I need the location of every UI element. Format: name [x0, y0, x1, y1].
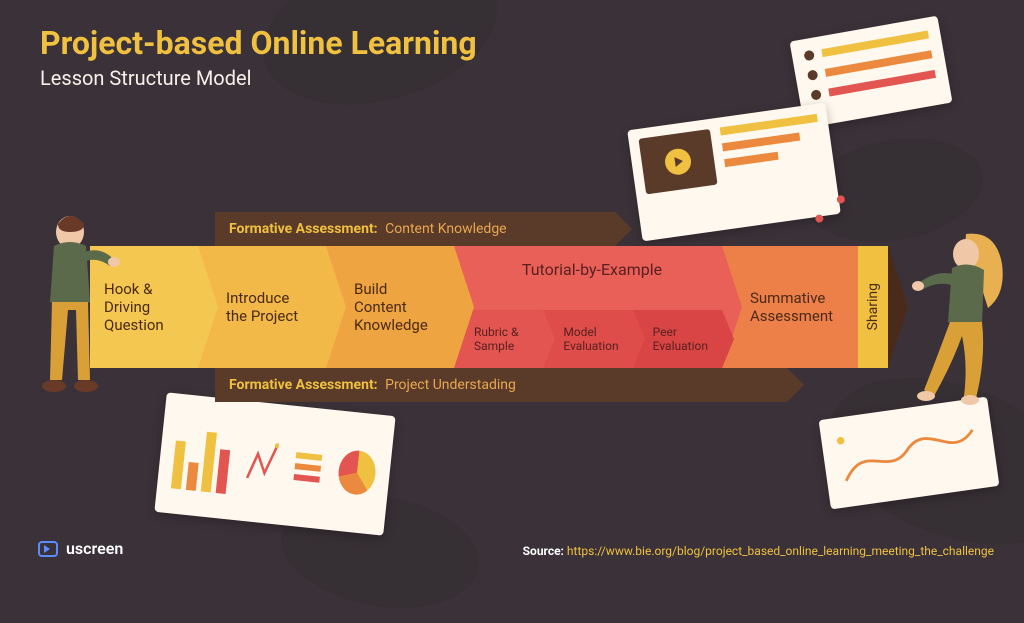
- list-dot: [803, 50, 815, 62]
- logo-text: uscreen: [66, 539, 123, 558]
- logo-icon: [38, 541, 58, 557]
- video-thumb: [638, 129, 717, 194]
- bg-blob: [246, 0, 514, 129]
- page-title: Project-based Online Learning: [40, 24, 477, 62]
- substep-model: Model Evaluation: [543, 310, 632, 368]
- step-label: Summative Assessment: [750, 289, 838, 325]
- uscreen-logo: uscreen: [38, 539, 123, 558]
- list-dot: [807, 69, 819, 81]
- card-video: [627, 103, 841, 242]
- mini-legend: [293, 447, 323, 488]
- video-line: [724, 152, 778, 167]
- list-dot: [810, 89, 822, 101]
- legend-row: [295, 463, 321, 472]
- step-summative: Summative Assessment: [722, 246, 858, 368]
- legend-row: [296, 452, 322, 461]
- step-label: Introduce the Project: [226, 289, 306, 325]
- lesson-flow: Hook & Driving Question Introduce the Pr…: [90, 246, 888, 368]
- substep-label: Peer Evaluation: [653, 325, 712, 354]
- formative-banner-top: Formative Assessment: Content Knowledge: [215, 212, 615, 246]
- person-left: [28, 210, 128, 420]
- source-url: https://www.bie.org/blog/project_based_o…: [567, 544, 994, 558]
- bar: [216, 449, 231, 494]
- step-tutorial: Tutorial-by-Example Rubric & Sample Mode…: [454, 246, 722, 368]
- bar: [171, 441, 186, 490]
- mini-pie-icon: [337, 449, 378, 497]
- step-sharing: Sharing: [858, 246, 888, 368]
- step-label: Tutorial-by-Example: [482, 260, 702, 279]
- card-chart: [154, 392, 395, 535]
- step-label: Build Content Knowledge: [354, 280, 434, 334]
- play-icon: [663, 147, 692, 176]
- banner-label: Formative Assessment:: [229, 377, 378, 393]
- banner-value: Content Knowledge: [385, 221, 507, 237]
- person-right: [906, 230, 1016, 430]
- video-line: [720, 114, 818, 136]
- substep-label: Rubric & Sample: [474, 325, 533, 354]
- page-subtitle: Lesson Structure Model: [40, 66, 251, 90]
- substep-label: Model Evaluation: [563, 325, 622, 354]
- bar: [186, 462, 199, 491]
- video-line: [722, 132, 801, 151]
- banner-label: Formative Assessment:: [229, 221, 378, 237]
- formative-banner-bottom: Formative Assessment: Project Understadi…: [215, 368, 787, 402]
- mini-line-icon: [244, 431, 280, 494]
- banner-value: Project Understading: [385, 377, 516, 393]
- mini-bar-chart: [171, 419, 233, 494]
- legend-row: [294, 474, 320, 483]
- source-label: Source:: [523, 544, 564, 558]
- step-label: Sharing: [865, 283, 882, 330]
- bar: [201, 432, 217, 493]
- substep-peer: Peer Evaluation: [633, 310, 722, 368]
- source-line: Source: https://www.bie.org/blog/project…: [523, 544, 994, 558]
